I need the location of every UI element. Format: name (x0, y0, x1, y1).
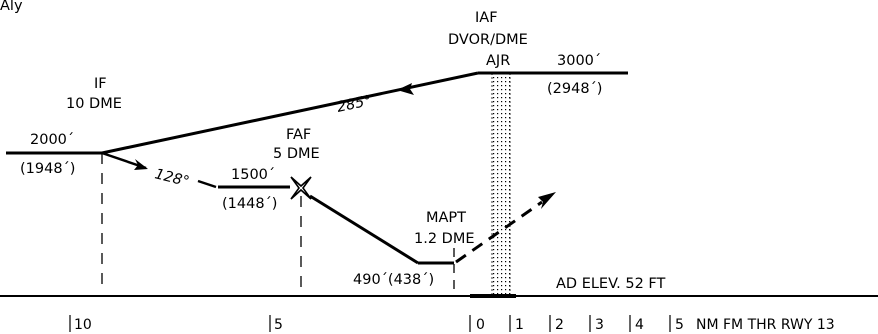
scale-label-4: 4 (635, 317, 644, 333)
if-distance-label: 10 DME (66, 96, 122, 112)
iaf-altitude-agl-label: (2948´) (547, 81, 602, 97)
scale-caption: NM FM THR RWY 13 (696, 317, 835, 333)
inbound-course-label: 128° (153, 166, 191, 190)
mapt-altitude-label: 490´(438´) (353, 272, 434, 288)
final-descent-track (309, 194, 419, 265)
inbound-track-128 (197, 179, 217, 189)
scale-label-10: 10 (74, 317, 92, 333)
outbound-course-label: 285° (336, 93, 374, 116)
aerodrome-elevation-label: AD ELEV. 52 FT (556, 276, 666, 292)
if-altitude-label: 2000´ (30, 132, 74, 148)
scale-label-0: 0 (476, 317, 485, 333)
scale-label-2: 2 (555, 317, 564, 333)
mapt-label: MAPT (426, 210, 466, 226)
iaf-ident-label: AJR (486, 53, 510, 69)
inbound-arrowhead (134, 159, 148, 170)
missed-approach-arrowhead (538, 192, 556, 209)
faf-distance-label: 5 DME (273, 146, 320, 162)
outbound-arrowhead (397, 83, 414, 95)
scale-label-1: 1 (515, 317, 524, 333)
outbound-track-285 (101, 71, 479, 155)
iaf-label: IAF (475, 10, 498, 26)
faf-cross-icon (290, 176, 312, 200)
faf-label: FAF (286, 127, 311, 143)
faf-altitude-agl-label: (1448´) (222, 196, 277, 212)
iaf-navaid-label: DVOR/DME (448, 32, 528, 48)
iaf-altitude-label: 3000´ (557, 53, 601, 69)
header-partial-text: Aly (0, 0, 23, 14)
dvor-dotted-column (492, 73, 510, 295)
scale-label-5nm: 5 (675, 317, 684, 333)
faf-altitude-label: 1500´ (231, 167, 275, 183)
if-altitude-agl-label: (1948´) (20, 161, 75, 177)
distance-scale: 10 5 0 1 2 3 4 5 NM FM THR RWY 13 (69, 315, 835, 333)
mapt-distance-label: 1.2 DME (414, 231, 475, 247)
scale-label-3: 3 (595, 317, 604, 333)
missed-approach-track (455, 200, 543, 264)
scale-label-5: 5 (274, 317, 283, 333)
if-label: IF (94, 76, 107, 92)
